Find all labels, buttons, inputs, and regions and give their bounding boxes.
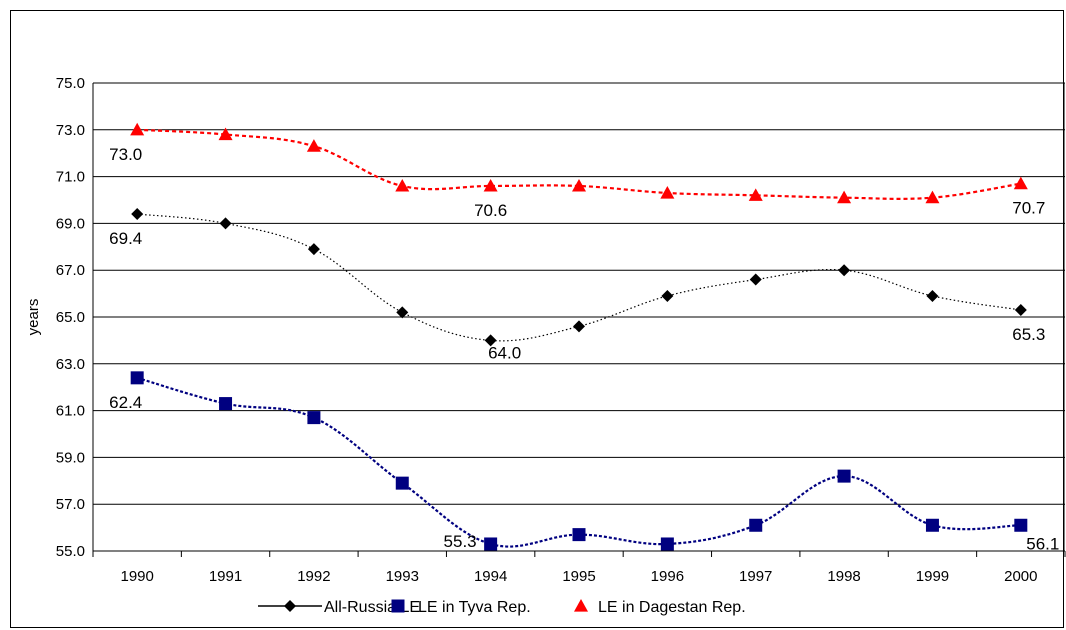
y-tick-label: 71.0 [56,169,85,186]
data-point [574,599,588,612]
y-tick-label: 61.0 [56,403,85,420]
y-tick-label: 63.0 [56,356,85,373]
x-tick-label: 1995 [562,568,595,585]
x-tick-label: 1991 [209,568,242,585]
data-label: 65.3 [1012,325,1045,344]
data-point [218,127,233,141]
data-label: 70.7 [1012,199,1045,218]
y-tick-label: 67.0 [56,262,85,279]
x-tick-label: 1998 [827,568,860,585]
legend-label: All-Russia LE [324,599,420,616]
data-point [483,178,498,192]
series-line [137,128,1021,200]
y-tick-label: 55.0 [56,543,85,560]
y-tick-label: 57.0 [56,496,85,513]
data-point [219,217,232,230]
data-point [1014,303,1027,316]
data-point [838,264,851,277]
x-tick-label: 1993 [386,568,419,585]
data-point [660,185,675,199]
data-label: 73.0 [109,145,142,164]
data-point [572,528,586,542]
data-point [925,518,939,532]
data-label: 69.4 [109,229,142,248]
data-point [307,411,321,425]
x-tick-label: 2000 [1004,568,1037,585]
data-point [484,537,498,551]
data-point [395,476,409,490]
data-point [130,122,145,136]
x-tick-label: 1997 [739,568,772,585]
gridlines [93,82,1065,505]
data-point [748,188,763,201]
data-labels: 69.4 64.0 65.3 62.4 55.3 56.1 73.0 70.6 70.7 [109,145,1059,553]
legend-item: LE in Tyva Rep. [391,599,531,616]
data-point [395,178,410,192]
data-point [130,371,144,385]
data-label: 56.1 [1026,534,1059,553]
data-label: 70.6 [474,201,507,220]
x-tick-label: 1992 [297,568,330,585]
data-point [660,537,674,551]
data-point [925,190,940,204]
y-tick-label: 59.0 [56,449,85,466]
data-point [396,306,409,319]
series-all-russia-le [131,208,1027,347]
data-point [1014,518,1028,532]
data-point [837,469,851,483]
data-point [391,599,405,613]
x-tick-label: 1999 [916,568,949,585]
x-tick-label: 1994 [474,568,507,585]
data-point [306,139,321,152]
data-point [926,289,939,302]
series-le-in-tyva-rep- [130,371,1028,551]
data-label: 55.3 [444,532,477,551]
data-point [572,178,586,192]
series-group [130,122,1028,551]
data-point [484,334,497,347]
data-point [219,397,233,411]
series-line [136,376,1021,548]
y-tick-label: 73.0 [56,122,85,139]
data-point [573,320,585,333]
data-label: 62.4 [109,393,142,412]
data-point [661,289,674,302]
data-point [284,600,296,612]
chart-frame [10,10,1064,628]
x-tick-label: 1996 [651,568,684,585]
series-le-in-dagestan-rep- [130,122,1028,204]
legend-item: LE in Dagestan Rep. [574,599,746,616]
legend-label: LE in Tyva Rep. [418,599,531,616]
data-point [307,243,320,256]
y-tick-label: 65.0 [56,309,85,326]
data-point [749,518,763,532]
y-tick-label: 75.0 [56,75,85,92]
data-point [837,190,852,204]
legend-label: LE in Dagestan Rep. [598,599,746,616]
x-tick-label: 1990 [120,568,153,585]
data-point [131,208,144,221]
axes: 55.0 57.0 59.0 61.0 63.0 65.0 67.0 69.0 71.0 73.0… [25,75,1066,585]
data-label: 64.0 [488,343,521,362]
y-tick-label: 69.0 [56,215,85,232]
y-axis-title: years [25,299,42,336]
data-point [749,273,762,286]
data-point [1013,176,1028,190]
